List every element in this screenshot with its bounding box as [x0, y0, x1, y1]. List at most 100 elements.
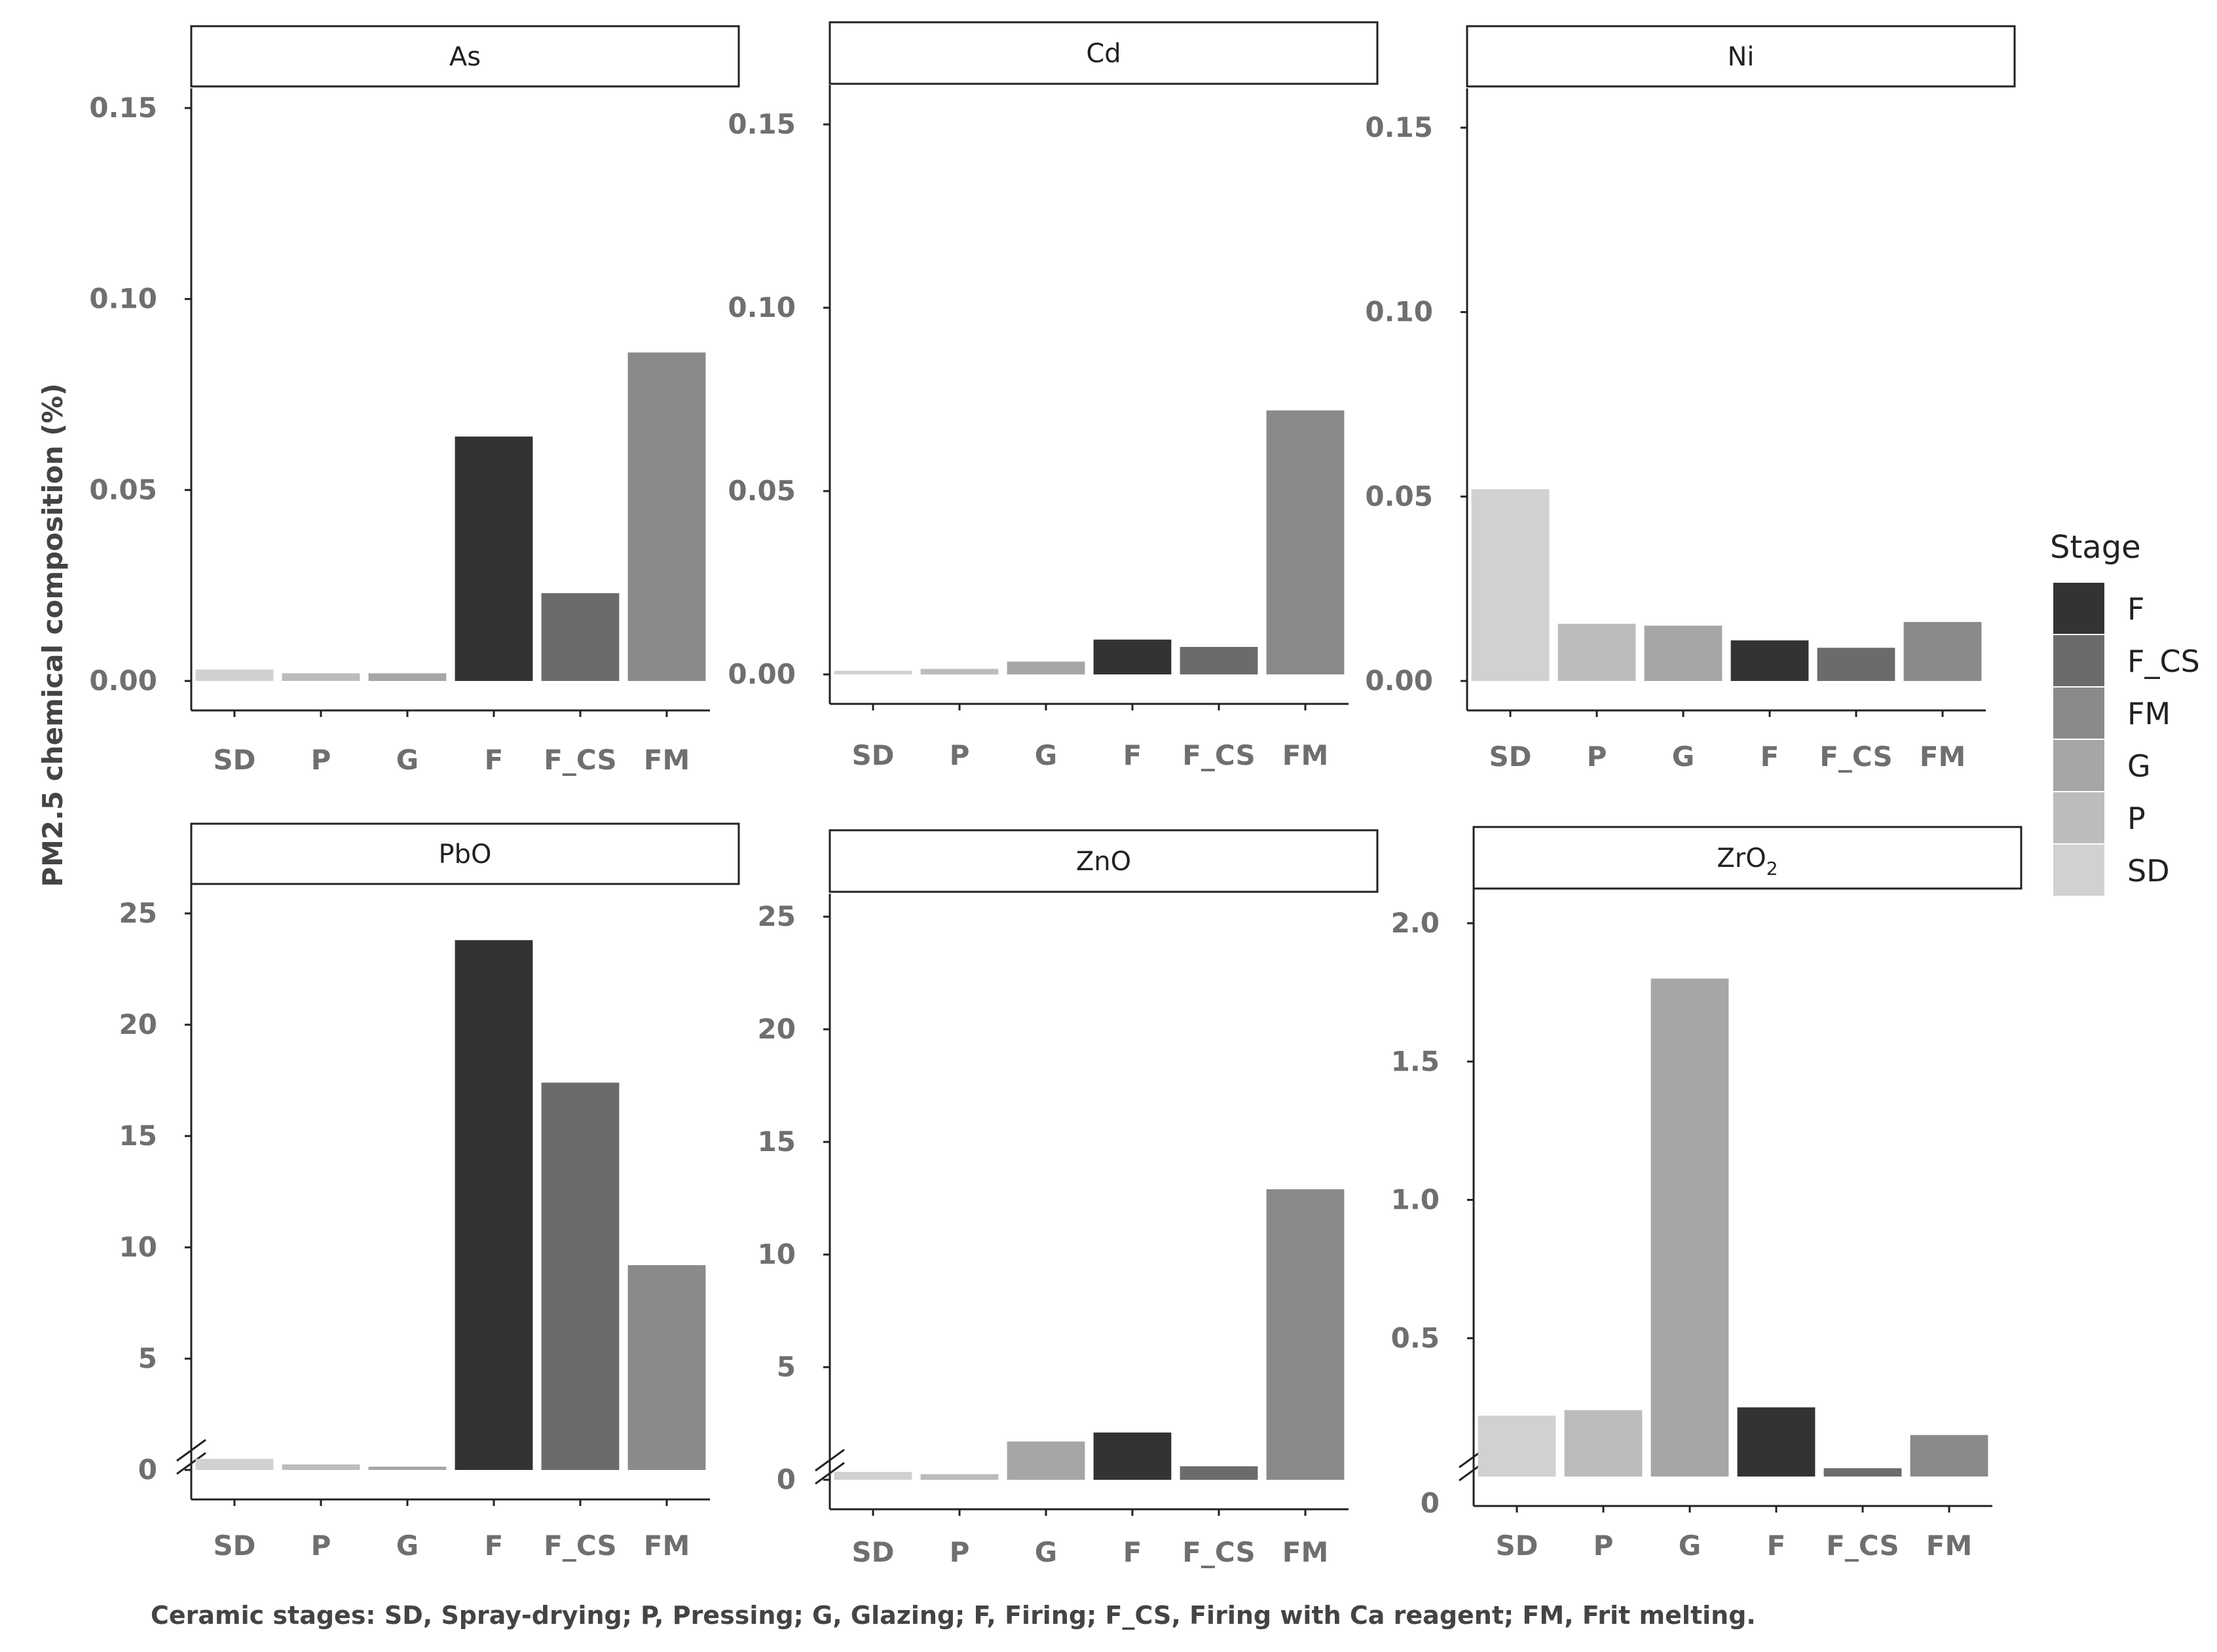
- x-tick-label: SD: [851, 739, 894, 771]
- legend-label-SD: SD: [2127, 853, 2170, 889]
- legend-swatch-G: [2053, 740, 2104, 791]
- legend-swatch-P: [2053, 792, 2104, 843]
- bar-SD: [1478, 1416, 1556, 1477]
- legend-label-FM: FM: [2127, 696, 2170, 731]
- bar-FM: [1266, 1189, 1345, 1480]
- x-tick-label: F: [1123, 739, 1142, 771]
- y-tick-label: 0.05: [1365, 480, 1433, 512]
- y-tick-label: 10: [119, 1231, 157, 1263]
- facet-title: PbO: [439, 839, 492, 870]
- x-tick-label: P: [950, 739, 970, 771]
- caption: Ceramic stages: SD, Spray-drying; P, Pre…: [151, 1601, 1756, 1630]
- x-tick-label: FM: [644, 1530, 690, 1562]
- y-tick-label: 15: [758, 1126, 796, 1158]
- bar-G: [368, 1466, 447, 1470]
- x-tick-label: F: [485, 744, 504, 776]
- legend-label-F: F: [2127, 591, 2144, 627]
- bar-SD: [1471, 489, 1550, 681]
- x-tick-label: F_CS: [1182, 1536, 1256, 1568]
- bar-P: [282, 673, 360, 681]
- y-tick-label: 0.15: [89, 92, 157, 124]
- x-tick-label: FM: [644, 744, 690, 776]
- bar-F_CS: [1823, 1468, 1902, 1477]
- facet-title: Ni: [1727, 42, 1754, 72]
- y-tick-label: 25: [758, 900, 796, 932]
- y-tick-label: 0: [138, 1454, 157, 1486]
- bar-F: [455, 940, 533, 1470]
- x-tick-label: SD: [1495, 1530, 1538, 1562]
- bar-G: [1650, 978, 1729, 1477]
- y-tick-label: 0.05: [728, 475, 796, 507]
- x-tick-label: F: [1761, 741, 1779, 773]
- bar-FM: [627, 1265, 706, 1470]
- legend: Stage F F_CS FM GP SD: [2050, 529, 2200, 896]
- axis-break-mark: [176, 1439, 206, 1462]
- facet-strip: [1472, 826, 2022, 890]
- panel-PbO: PbO 0 5 10 15 20 25 SD P G F F_CS FM: [119, 822, 740, 1562]
- y-tick-label: 0.10: [1365, 296, 1433, 328]
- y-tick-label: 0.00: [1365, 665, 1433, 697]
- x-tick-label: F_CS: [1819, 741, 1893, 773]
- legend-title: Stage: [2050, 529, 2141, 566]
- bar-F_CS: [1180, 647, 1258, 674]
- facet-strip: [190, 25, 740, 88]
- facet-title: ZrO2: [1717, 843, 1778, 879]
- facet-strip: [829, 21, 1379, 85]
- legend-label-P: P: [2127, 801, 2146, 836]
- x-tick-label: P: [950, 1536, 970, 1568]
- x-tick-label: F: [485, 1530, 504, 1562]
- bar-P: [920, 1474, 999, 1480]
- y-tick-label: 20: [119, 1008, 157, 1040]
- axis-break-mark: [176, 1452, 206, 1475]
- x-tick-label: SD: [213, 1530, 255, 1562]
- y-tick-label: 25: [119, 897, 157, 929]
- bar-SD: [195, 669, 274, 681]
- bar-F_CS: [1817, 648, 1895, 681]
- x-tick-label: SD: [1489, 741, 1531, 773]
- axis-break-mark: [815, 1461, 845, 1485]
- bar-F: [1093, 1432, 1172, 1480]
- x-tick-label: G: [1679, 1530, 1701, 1562]
- bar-F: [455, 436, 533, 681]
- bar-F: [1737, 1407, 1816, 1477]
- bar-SD: [834, 1471, 912, 1480]
- x-tick-label: F: [1767, 1530, 1786, 1562]
- legend-swatch-F: [2053, 583, 2104, 634]
- facet-title: ZnO: [1076, 847, 1131, 877]
- chart-panels: As 0.00 0.05 0.10 0.15 SD P G F F_CS FM Cd 0.00 0.05 0…: [89, 21, 2022, 1568]
- y-tick-label: 5: [777, 1351, 796, 1383]
- x-tick-label: G: [1035, 1536, 1057, 1568]
- bar-F_CS: [541, 593, 620, 681]
- bar-SD: [834, 670, 912, 674]
- x-tick-label: G: [396, 1530, 419, 1562]
- legend-swatch-F_CS: [2053, 635, 2104, 686]
- bar-P: [1557, 623, 1636, 681]
- axis-break-mark: [815, 1448, 845, 1472]
- x-tick-label: F_CS: [544, 744, 617, 776]
- x-tick-label: P: [1587, 741, 1607, 773]
- x-tick-label: F_CS: [1826, 1530, 1899, 1562]
- bar-F_CS: [541, 1082, 620, 1470]
- y-tick-label: 0.15: [728, 108, 796, 140]
- y-tick-label: 20: [758, 1013, 796, 1045]
- x-tick-label: F_CS: [1182, 739, 1256, 771]
- y-tick-label: 0.10: [89, 283, 157, 315]
- x-tick-label: G: [1035, 739, 1057, 771]
- panel-As: As 0.00 0.05 0.10 0.15 SD P G F F_CS FM: [89, 25, 740, 776]
- y-tick-label: 0.05: [89, 473, 157, 505]
- bar-P: [920, 669, 999, 674]
- legend-label-G: G: [2127, 748, 2151, 784]
- y-tick-label: 0: [777, 1463, 796, 1496]
- bar-F: [1093, 639, 1172, 674]
- bar-G: [1644, 625, 1723, 681]
- x-tick-label: SD: [213, 744, 255, 776]
- y-tick-label: 15: [119, 1120, 157, 1152]
- facet-strip: [1466, 25, 2016, 88]
- y-axis-label: PM2.5 chemical composition (%): [37, 383, 69, 887]
- panel-Ni: Ni 0.00 0.05 0.10 0.15 SD P G F F_CS FM: [1365, 25, 2016, 773]
- facet-strip: [829, 829, 1379, 893]
- y-tick-label: 0.10: [728, 291, 796, 323]
- y-tick-label: 1.0: [1391, 1184, 1440, 1216]
- facet-title: Cd: [1086, 39, 1121, 69]
